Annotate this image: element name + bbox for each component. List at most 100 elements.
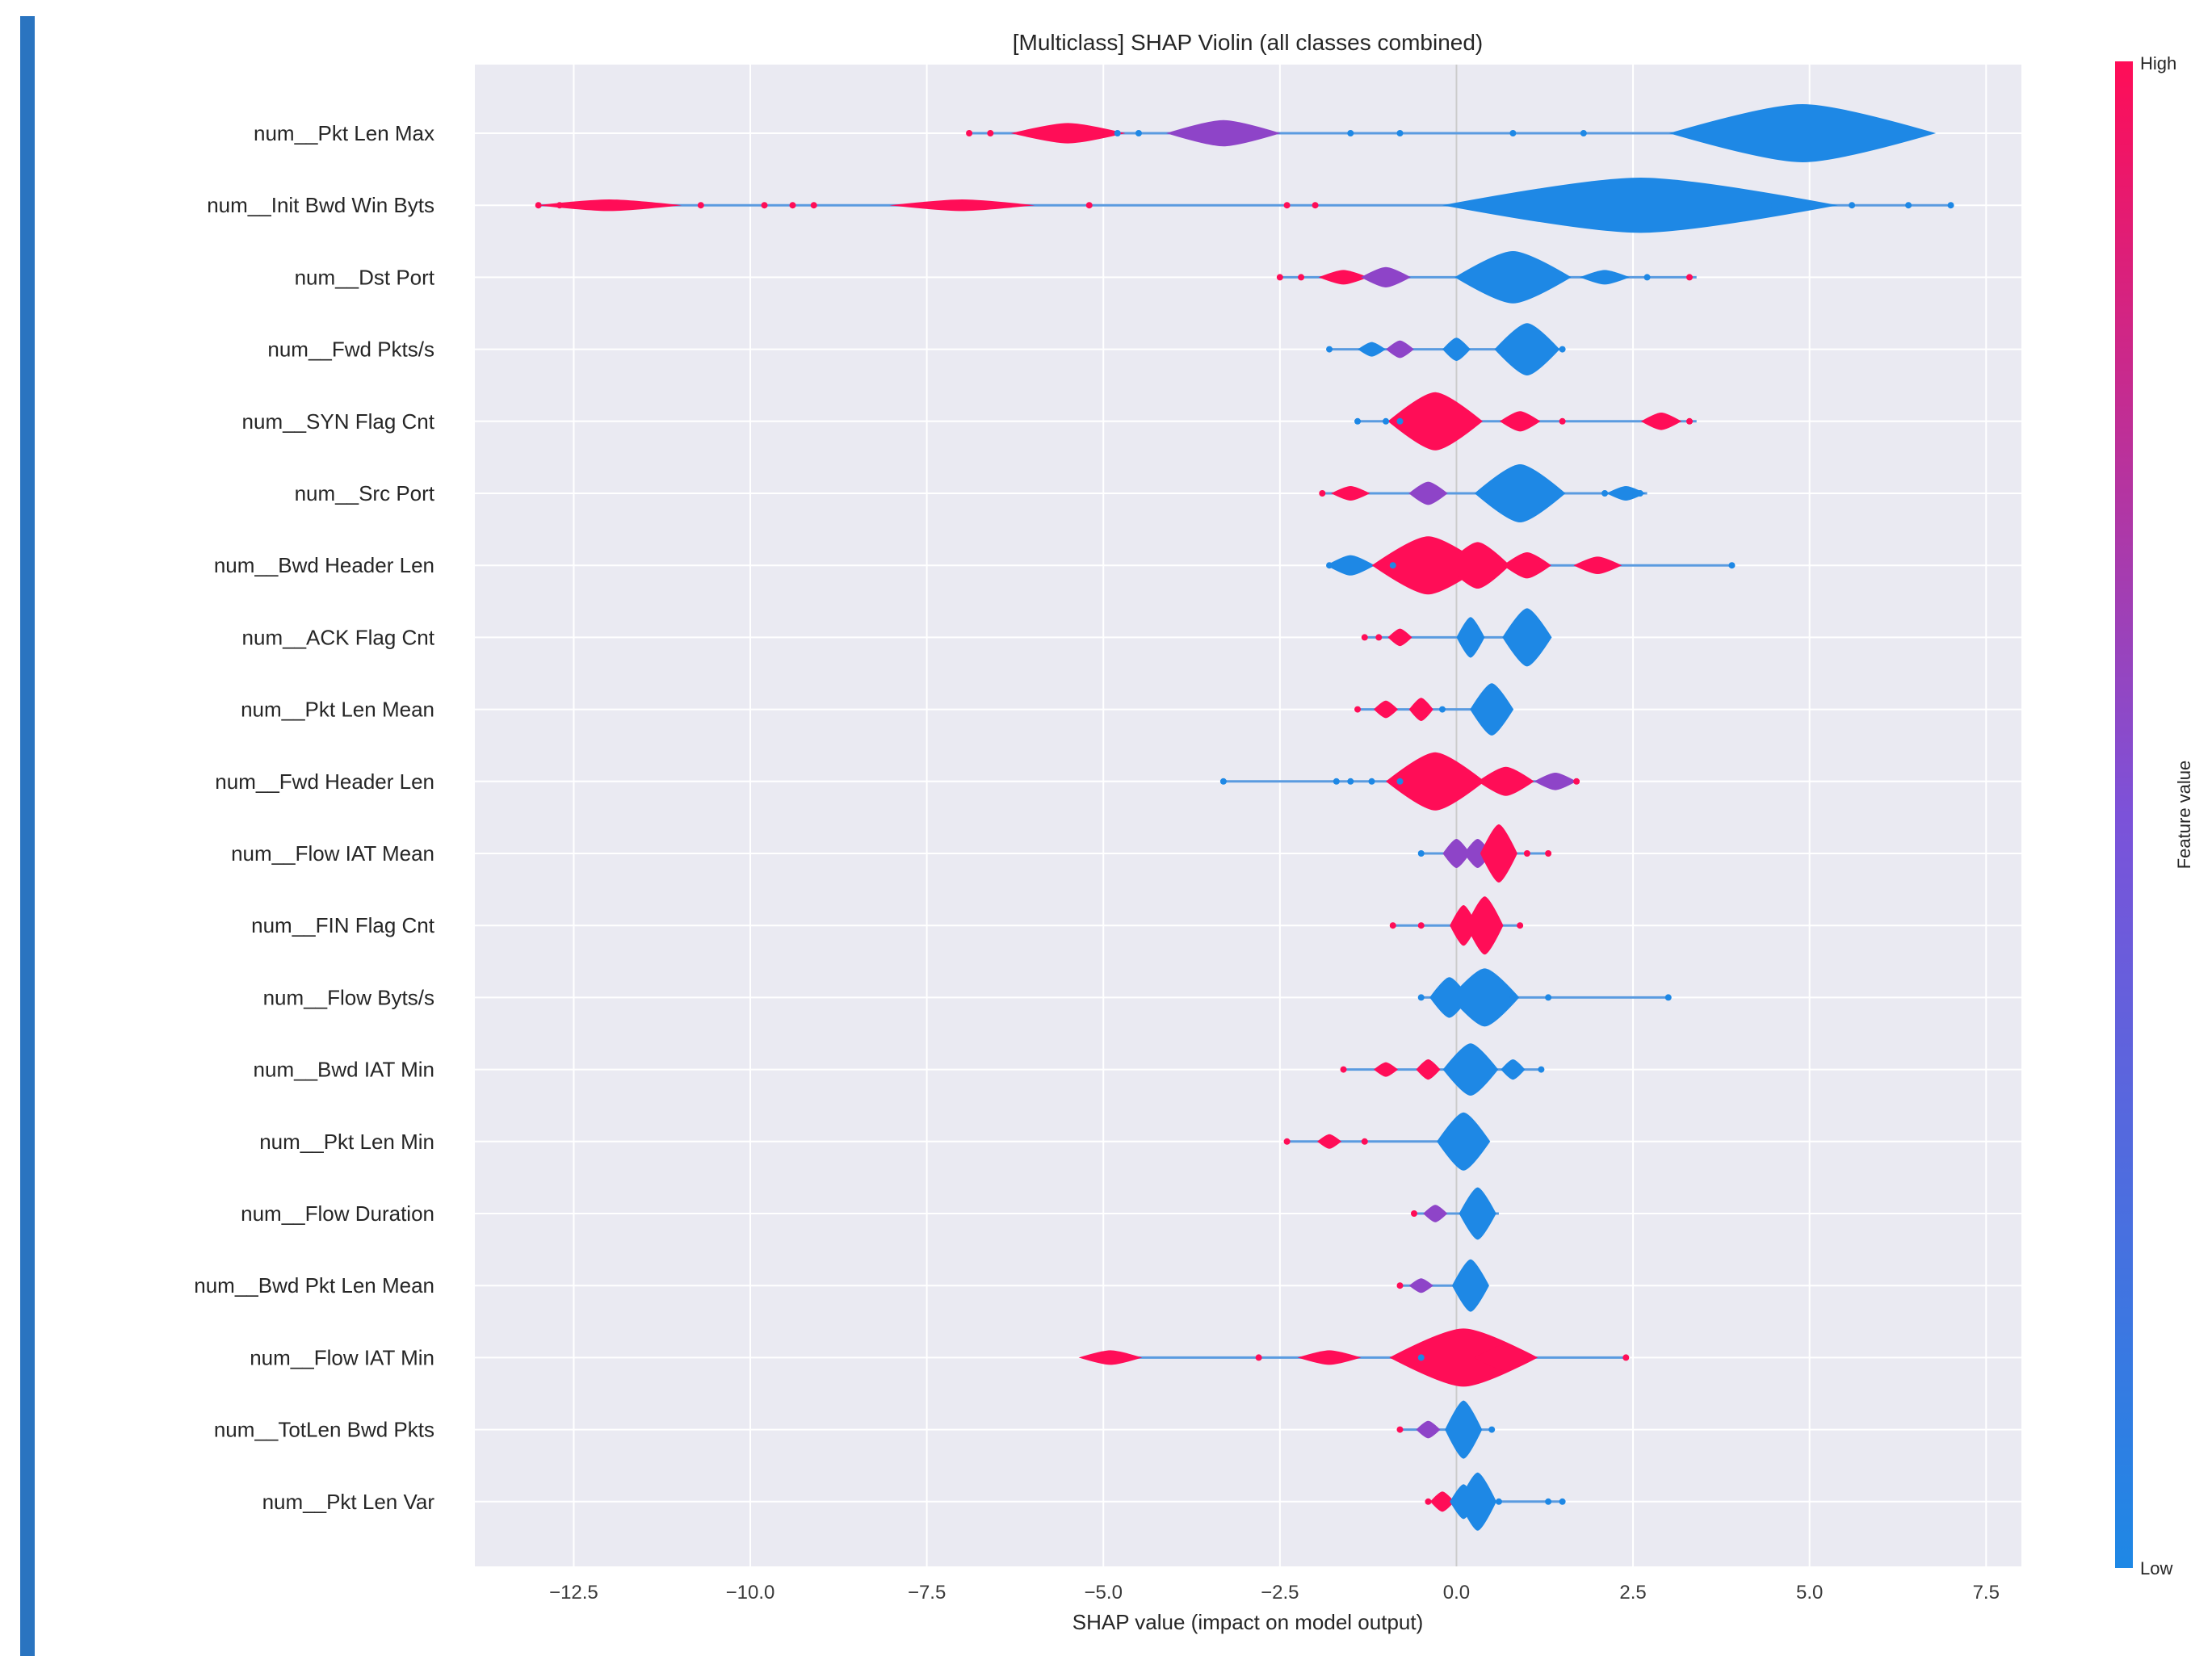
- outlier-dot: [1636, 490, 1643, 497]
- colorbar: [2115, 61, 2133, 1568]
- outlier-dot: [1849, 202, 1856, 209]
- outlier-dot: [1396, 130, 1404, 136]
- outlier-dot: [1135, 130, 1142, 136]
- x-tick-label: 2.5: [1619, 1582, 1646, 1604]
- outlier-dot: [1396, 778, 1404, 785]
- x-tick-label: −5.0: [1085, 1582, 1123, 1604]
- violin-body: [1326, 555, 1375, 576]
- feature-label: num__Flow IAT Mean: [231, 841, 434, 866]
- violin-body: [1387, 628, 1412, 647]
- violin-body: [1437, 1112, 1491, 1171]
- violin-body: [1442, 1043, 1499, 1096]
- accent-bar: [20, 16, 35, 1656]
- violin-body: [1502, 608, 1552, 667]
- outlier-dot: [1573, 778, 1580, 785]
- outlier-dot: [1495, 1498, 1502, 1505]
- outlier-dot: [1643, 274, 1651, 281]
- outlier-dot: [1601, 490, 1609, 497]
- violin-body: [1573, 556, 1622, 574]
- violin-body: [1606, 486, 1646, 501]
- x-tick-label: −2.5: [1261, 1582, 1299, 1604]
- violin-body: [1429, 1491, 1454, 1512]
- outlier-dot: [1770, 202, 1778, 209]
- outlier-dot: [1389, 562, 1396, 569]
- violin-body: [1451, 1259, 1489, 1312]
- violin-body: [1668, 104, 1937, 162]
- violin-body: [1374, 1062, 1399, 1077]
- violin-body: [1494, 323, 1560, 375]
- violin-body: [1454, 251, 1572, 304]
- outlier-dot: [987, 130, 994, 136]
- feature-label: num__Pkt Len Var: [262, 1490, 435, 1514]
- violin-body: [1534, 773, 1577, 790]
- feature-label: num__Bwd Header Len: [214, 553, 434, 577]
- violin-body: [1389, 1328, 1538, 1387]
- outlier-dot: [1417, 922, 1425, 929]
- violin-body: [1640, 413, 1682, 430]
- x-tick-label: −12.5: [549, 1582, 598, 1604]
- feature-label: num__FIN Flag Cnt: [251, 913, 435, 937]
- outlier-dot: [1333, 778, 1340, 785]
- outlier-dot: [1312, 202, 1319, 209]
- outlier-dot: [1622, 1354, 1630, 1361]
- violin-body: [1450, 968, 1520, 1027]
- violin-body: [536, 199, 682, 212]
- x-tick-label: −7.5: [908, 1582, 946, 1604]
- violin-body: [1459, 1472, 1496, 1531]
- violin-body: [1331, 486, 1370, 501]
- feature-label: num__Pkt Len Mean: [241, 698, 434, 722]
- feature-label: num__Flow Duration: [241, 1201, 434, 1226]
- outlier-dot: [1580, 130, 1587, 136]
- outlier-dot: [1559, 346, 1566, 353]
- outlier-dot: [1559, 1498, 1566, 1505]
- outlier-dot: [1509, 994, 1517, 1001]
- violin-body: [1387, 392, 1483, 451]
- outlier-dot: [1361, 634, 1368, 641]
- feature-label: num__Fwd Header Len: [215, 769, 434, 794]
- outlier-dot: [1319, 490, 1326, 497]
- outlier-dot: [1276, 274, 1283, 281]
- outlier-dot: [1368, 778, 1375, 785]
- violin-body: [1474, 1344, 1538, 1371]
- violin-body: [1078, 1350, 1143, 1365]
- outlier-dot: [1354, 417, 1362, 425]
- feature-label: num__Pkt Len Max: [254, 121, 434, 145]
- violin-body: [1374, 700, 1399, 719]
- violin-body: [1010, 123, 1126, 144]
- outlier-dot: [1559, 417, 1566, 425]
- outlier-dot: [697, 202, 704, 209]
- violin-body: [1466, 896, 1504, 955]
- outlier-dot: [1417, 994, 1425, 1001]
- outlier-dot: [1509, 130, 1517, 136]
- outlier-dot: [1085, 202, 1093, 209]
- outlier-dot: [1354, 706, 1362, 713]
- plot-area: [475, 65, 2021, 1566]
- violin-body: [1456, 617, 1485, 658]
- violin-body: [1445, 1400, 1483, 1459]
- x-tick-label: 7.5: [1973, 1582, 2000, 1604]
- feature-label: num__Dst Port: [295, 265, 435, 289]
- outlier-dot: [1523, 1354, 1530, 1361]
- violin-body: [1501, 1059, 1526, 1080]
- outlier-dot: [1298, 274, 1305, 281]
- outlier-dot: [556, 202, 563, 209]
- violin-body: [1317, 1134, 1342, 1149]
- feature-label: num__Bwd IAT Min: [254, 1058, 434, 1082]
- violin-body: [1429, 977, 1470, 1018]
- feature-label: num__Src Port: [295, 481, 435, 505]
- feature-label: num__Bwd Pkt Len Mean: [194, 1273, 434, 1298]
- outlier-dot: [1538, 1066, 1545, 1073]
- colorbar-high-label: High: [2140, 53, 2176, 73]
- feature-label: num__ACK Flag Cnt: [242, 625, 435, 649]
- violin-body: [1445, 542, 1510, 589]
- outlier-dot: [966, 130, 973, 136]
- violin-body: [1474, 464, 1566, 522]
- outlier-dot: [1425, 1498, 1432, 1505]
- chart-title: [Multiclass] SHAP Violin (all classes co…: [1013, 30, 1484, 55]
- outlier-dot: [1396, 1282, 1404, 1289]
- outlier-dot: [1410, 1210, 1417, 1217]
- violin-body: [1459, 1187, 1496, 1240]
- violin-body: [1499, 411, 1541, 432]
- colorbar-title: Feature value: [2174, 761, 2194, 870]
